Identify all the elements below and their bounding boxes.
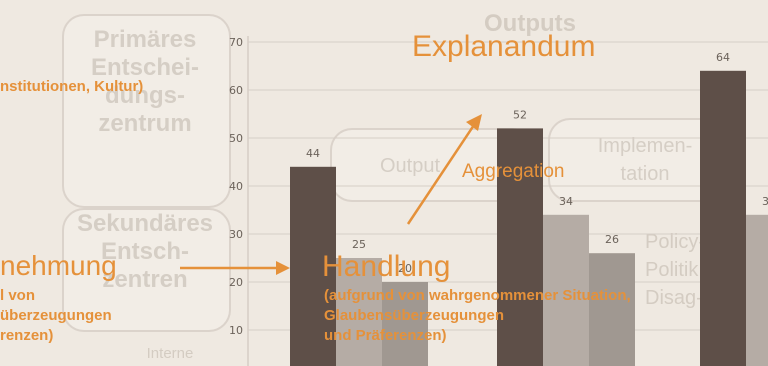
aggregation-label: Aggregation (462, 161, 565, 182)
bar-value-label: 34 (762, 195, 768, 208)
handlung-line-2: Glaubensüberzeugungen (324, 307, 505, 324)
output-label: Output (379, 155, 441, 177)
y-tick-label: 40 (229, 180, 243, 193)
chart-labels: 10 20 30 40 50 60 70 44 52 64 25 34 34 20 26 (229, 36, 768, 337)
y-tick-label: 50 (229, 132, 243, 145)
left-line-2: überzeugungen (0, 307, 112, 324)
primary-line-4: zentrum (98, 110, 192, 137)
implementation-line-1: Implemen- (597, 135, 693, 157)
aggregation-arrow-line (406, 121, 478, 225)
secondary-decision-label: Sekundäres Entsch- zentren (70, 210, 220, 294)
left-top-label: nstitutionen, Kultur) (0, 78, 144, 95)
bar-value-label: 20 (398, 262, 412, 275)
y-tick-label: 70 (229, 36, 243, 49)
left-description: l von überzeugungen renzen) (0, 286, 112, 346)
bar (290, 166, 336, 366)
primary-line-2: Entschei- (90, 54, 200, 81)
bar (746, 214, 768, 366)
handlung-line-3: und Präferenzen) (324, 327, 447, 344)
left-mid-label: nehmung (0, 250, 117, 281)
bar-value-label: 44 (306, 147, 320, 160)
implementation-line-2: tation (620, 163, 670, 185)
chart-bars (290, 70, 768, 366)
bar (497, 128, 543, 366)
left-line-1: l von (0, 287, 36, 304)
y-tick-label: 10 (229, 324, 243, 337)
handlung-description: (aufgrund von wahrgenommener Situation, … (324, 286, 631, 346)
bar-value-label: 25 (352, 238, 366, 251)
outputs-label: Outputs (484, 10, 576, 37)
y-tick-label: 20 (229, 276, 243, 289)
intern-label: Interne (146, 345, 194, 362)
bar-value-label: 52 (513, 108, 527, 121)
primary-line-1: Primäres (93, 26, 197, 53)
bar (543, 214, 589, 366)
y-tick-label: 60 (229, 84, 243, 97)
right-label-2: Politik (645, 259, 699, 281)
primary-decision-label: Primäres Entschei- dungs- zentrum (70, 26, 220, 138)
bar (336, 258, 382, 366)
secondary-line-2: Entsch- (100, 238, 189, 265)
bar-value-label: 64 (716, 51, 730, 64)
aggregation-arrow-head (466, 114, 482, 131)
secondary-decision-box (62, 208, 231, 332)
right-label-3: Disag- (645, 287, 703, 309)
bar-value-label: 26 (605, 233, 619, 246)
right-labels: Policy- Politik Disag- (645, 228, 765, 312)
bar (382, 282, 428, 366)
secondary-line-3: zentren (102, 266, 188, 293)
handlung-line-1: (aufgrund von wahrgenommener Situation, (324, 287, 631, 304)
primary-line-3: dungs- (105, 82, 185, 109)
explanandum-label: Explanandum (412, 30, 596, 63)
left-line-3: renzen) (0, 327, 54, 344)
bar (589, 253, 635, 366)
handlung-arrow-head (276, 261, 290, 275)
bar-value-label: 34 (559, 195, 573, 208)
right-label-1: Policy- (645, 231, 706, 253)
primary-decision-box (62, 14, 231, 208)
handlung-label: Handlung (322, 250, 451, 283)
secondary-line-1: Sekundäres (76, 210, 214, 237)
implementation-label: Implemen- tation (560, 132, 730, 188)
bar (700, 70, 746, 366)
y-tick-label: 30 (229, 228, 243, 241)
